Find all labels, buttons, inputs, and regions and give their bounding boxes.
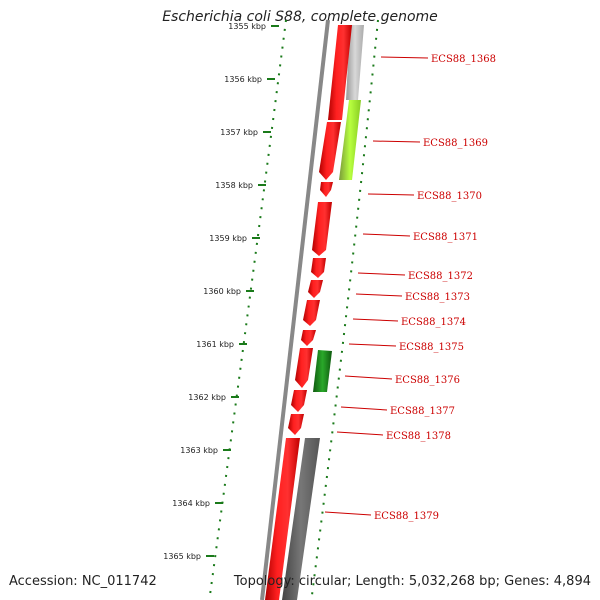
ruler-tick-label: 1363 kbp <box>180 446 218 455</box>
backbone-line <box>260 19 330 600</box>
accession-text: Accession: NC_011742 <box>9 574 157 589</box>
cds-arrow-1379 <box>265 438 300 600</box>
cds-arrow-1377 <box>291 390 307 412</box>
ruler-tick-label: 1356 kbp <box>224 75 262 84</box>
gene-leader-line <box>367 193 415 196</box>
ruler-tick-label: 1359 kbp <box>209 234 247 243</box>
cds-track <box>265 25 352 600</box>
cds-arrow-1373 <box>308 280 323 298</box>
gene-leader-line <box>355 293 403 297</box>
gene-leader-line <box>380 56 429 59</box>
gene-labels: ECS88_1368 ECS88_1369 ECS88_1370 ECS88_1371… <box>324 54 496 522</box>
gene-leader-line <box>344 375 393 380</box>
gene-label[interactable]: ECS88_1370 <box>417 191 482 202</box>
gene-leader-line <box>357 272 406 276</box>
ruler-tick-label: 1361 kbp <box>196 340 234 349</box>
ruler-tick-label: 1360 kbp <box>203 287 241 296</box>
cds-arrow-1378 <box>288 414 304 435</box>
gene-label[interactable]: ECS88_1368 <box>431 54 496 65</box>
gene-leader-line <box>324 511 372 516</box>
gene-label[interactable]: ECS88_1378 <box>386 431 451 442</box>
genome-title: Escherichia coli S88, complete genome <box>162 9 438 25</box>
gene-leader-line <box>348 343 397 347</box>
cds-arrow-1376 <box>295 348 313 388</box>
gene-label[interactable]: ECS88_1379 <box>374 511 439 522</box>
ruler-tick-label: 1358 kbp <box>215 181 253 190</box>
kbp-ruler: 1355 kbp 1356 kbp 1357 kbp 1358 kbp 1359 kbp… <box>163 22 279 561</box>
ruler-tick-label: 1355 kbp <box>228 22 266 31</box>
ruler-tick-label: 1357 kbp <box>220 128 258 137</box>
lime-feature-1369 <box>339 100 361 180</box>
gene-leader-line <box>362 233 411 237</box>
gene-label[interactable]: ECS88_1372 <box>408 271 473 282</box>
green-feature-1376 <box>313 350 332 392</box>
cds-arrow-1374 <box>303 300 320 326</box>
cds-arrow-1372 <box>311 258 326 278</box>
gray-feature-1368 <box>346 25 364 100</box>
gene-label[interactable]: ECS88_1376 <box>395 375 460 386</box>
gene-label[interactable]: ECS88_1371 <box>413 232 478 243</box>
gene-leader-line <box>336 431 384 436</box>
gene-label[interactable]: ECS88_1373 <box>405 292 470 303</box>
inner-dotted-track <box>311 19 379 596</box>
ruler-tick-label: 1365 kbp <box>163 552 201 561</box>
topology-text: Topology: circular; Length: 5,032,268 bp… <box>233 574 591 589</box>
cds-arrow-1370 <box>320 182 333 197</box>
cds-arrow-1375 <box>301 330 316 346</box>
ruler-tick-label: 1362 kbp <box>188 393 226 402</box>
gene-label[interactable]: ECS88_1375 <box>399 342 464 353</box>
gene-leader-line <box>340 406 388 411</box>
gene-leader-line <box>352 318 399 322</box>
gene-leader-line <box>372 140 421 143</box>
cds-arrow-1368 <box>328 25 352 120</box>
gene-label[interactable]: ECS88_1369 <box>423 138 488 149</box>
ruler-tick-label: 1364 kbp <box>172 499 210 508</box>
cds-arrow-1369 <box>319 122 341 180</box>
outer-tick-track <box>209 19 287 596</box>
cds-arrow-1371 <box>312 202 332 256</box>
gene-label[interactable]: ECS88_1377 <box>390 406 455 417</box>
gene-label[interactable]: ECS88_1374 <box>401 317 466 328</box>
dark-feature-1379 <box>282 438 320 600</box>
